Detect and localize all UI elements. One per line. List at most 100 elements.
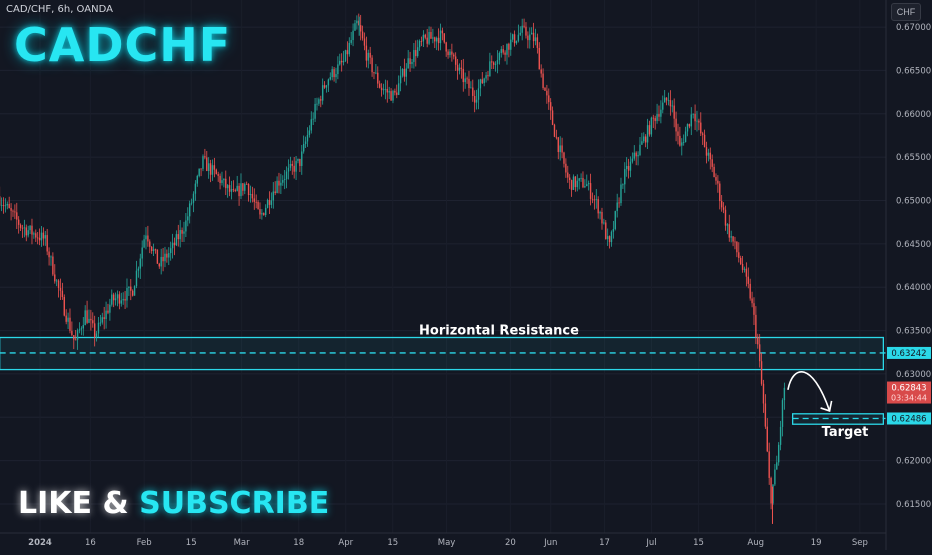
candle-body: [594, 200, 595, 201]
candle-body: [293, 166, 294, 172]
candle-body: [81, 328, 82, 329]
candle-body: [204, 156, 205, 157]
candle-body: [390, 91, 391, 100]
candle-body: [160, 257, 161, 267]
candle-body: [586, 184, 587, 186]
candle-body: [425, 35, 426, 38]
candle-body: [474, 96, 475, 103]
candle-body: [7, 204, 8, 205]
candle-body: [436, 38, 437, 42]
candle-body: [330, 77, 331, 79]
currency-button[interactable]: CHF: [891, 3, 921, 21]
candle-body: [483, 79, 484, 84]
candle-body: [582, 178, 583, 187]
candle-body: [90, 319, 91, 320]
candle-body: [601, 212, 602, 223]
candle-body: [43, 233, 44, 239]
y-tick-label: 0.61500: [896, 500, 931, 510]
candle-body: [250, 194, 251, 195]
candle-body: [666, 98, 667, 101]
candle-body: [603, 222, 604, 223]
candle-body: [18, 220, 19, 225]
chart-title: CADCHF: [14, 18, 231, 72]
candle-body: [259, 209, 260, 214]
candle-body: [537, 37, 538, 48]
candle-body: [597, 199, 598, 213]
candle-body: [746, 269, 747, 277]
candle-body: [635, 153, 636, 157]
candle-body: [86, 310, 87, 322]
candle-body: [715, 177, 716, 181]
candle-body: [744, 269, 745, 270]
candle-body: [140, 259, 141, 269]
candle-body: [428, 32, 429, 44]
candle-body: [732, 236, 733, 241]
countdown-text: 03:34:44: [891, 394, 927, 403]
candle-body: [271, 200, 272, 205]
candle-body: [768, 451, 769, 478]
candle-body: [622, 184, 623, 185]
candle-body: [170, 248, 171, 253]
candle-body: [449, 52, 450, 55]
candle-body: [394, 91, 395, 93]
candle-body: [41, 233, 42, 241]
candle-body: [164, 254, 165, 262]
candle-body: [641, 141, 642, 145]
candle-body: [314, 104, 315, 119]
candle-body: [248, 184, 249, 195]
candle-body: [84, 310, 85, 325]
candle-body: [157, 249, 158, 263]
candle-body: [16, 212, 17, 219]
candle-body: [195, 184, 196, 194]
candle-body: [552, 110, 553, 124]
candle-body: [426, 38, 427, 44]
candle-body: [740, 258, 741, 264]
candle-body: [742, 264, 743, 270]
candle-body: [143, 239, 144, 247]
candle-body: [654, 118, 655, 121]
x-tick-label: 18: [293, 538, 304, 548]
candle-body: [166, 254, 167, 258]
symbol-info: CAD/CHF, 6h, OANDA: [6, 4, 113, 15]
candle-body: [174, 243, 175, 246]
candle-body: [689, 124, 690, 126]
candle-body: [660, 110, 661, 117]
candle-body: [75, 340, 76, 341]
candle-body: [721, 201, 722, 207]
candle-body: [345, 50, 346, 61]
candle-body: [238, 186, 239, 196]
candle-body: [516, 41, 517, 43]
candle-body: [254, 198, 255, 201]
x-tick-label: Sep: [852, 538, 868, 548]
candle-body: [311, 119, 312, 130]
candle-body: [609, 236, 610, 242]
candle-body: [117, 294, 118, 298]
candle-body: [37, 238, 38, 239]
candle-body: [77, 330, 78, 339]
candle-body: [242, 183, 243, 190]
candle-body: [438, 38, 439, 43]
candle-body: [482, 79, 483, 83]
candle-body: [105, 311, 106, 319]
candle-body: [10, 208, 11, 211]
candle-body: [290, 164, 291, 168]
candle-body: [493, 62, 494, 64]
candle-body: [694, 114, 695, 121]
candle-body: [708, 153, 709, 156]
candle-body: [499, 53, 500, 60]
candle-body: [301, 151, 302, 166]
candle-body: [67, 318, 68, 322]
candle-body: [402, 69, 403, 76]
candle-body: [347, 50, 348, 54]
candle-body: [141, 247, 142, 258]
candle-body: [368, 53, 369, 61]
x-tick-label: 20: [505, 538, 516, 548]
candle-body: [611, 232, 612, 242]
candle-body: [468, 79, 469, 88]
candle-body: [107, 311, 108, 313]
candle-body: [267, 200, 268, 208]
candle-body: [447, 52, 448, 56]
candle-body: [406, 69, 407, 77]
